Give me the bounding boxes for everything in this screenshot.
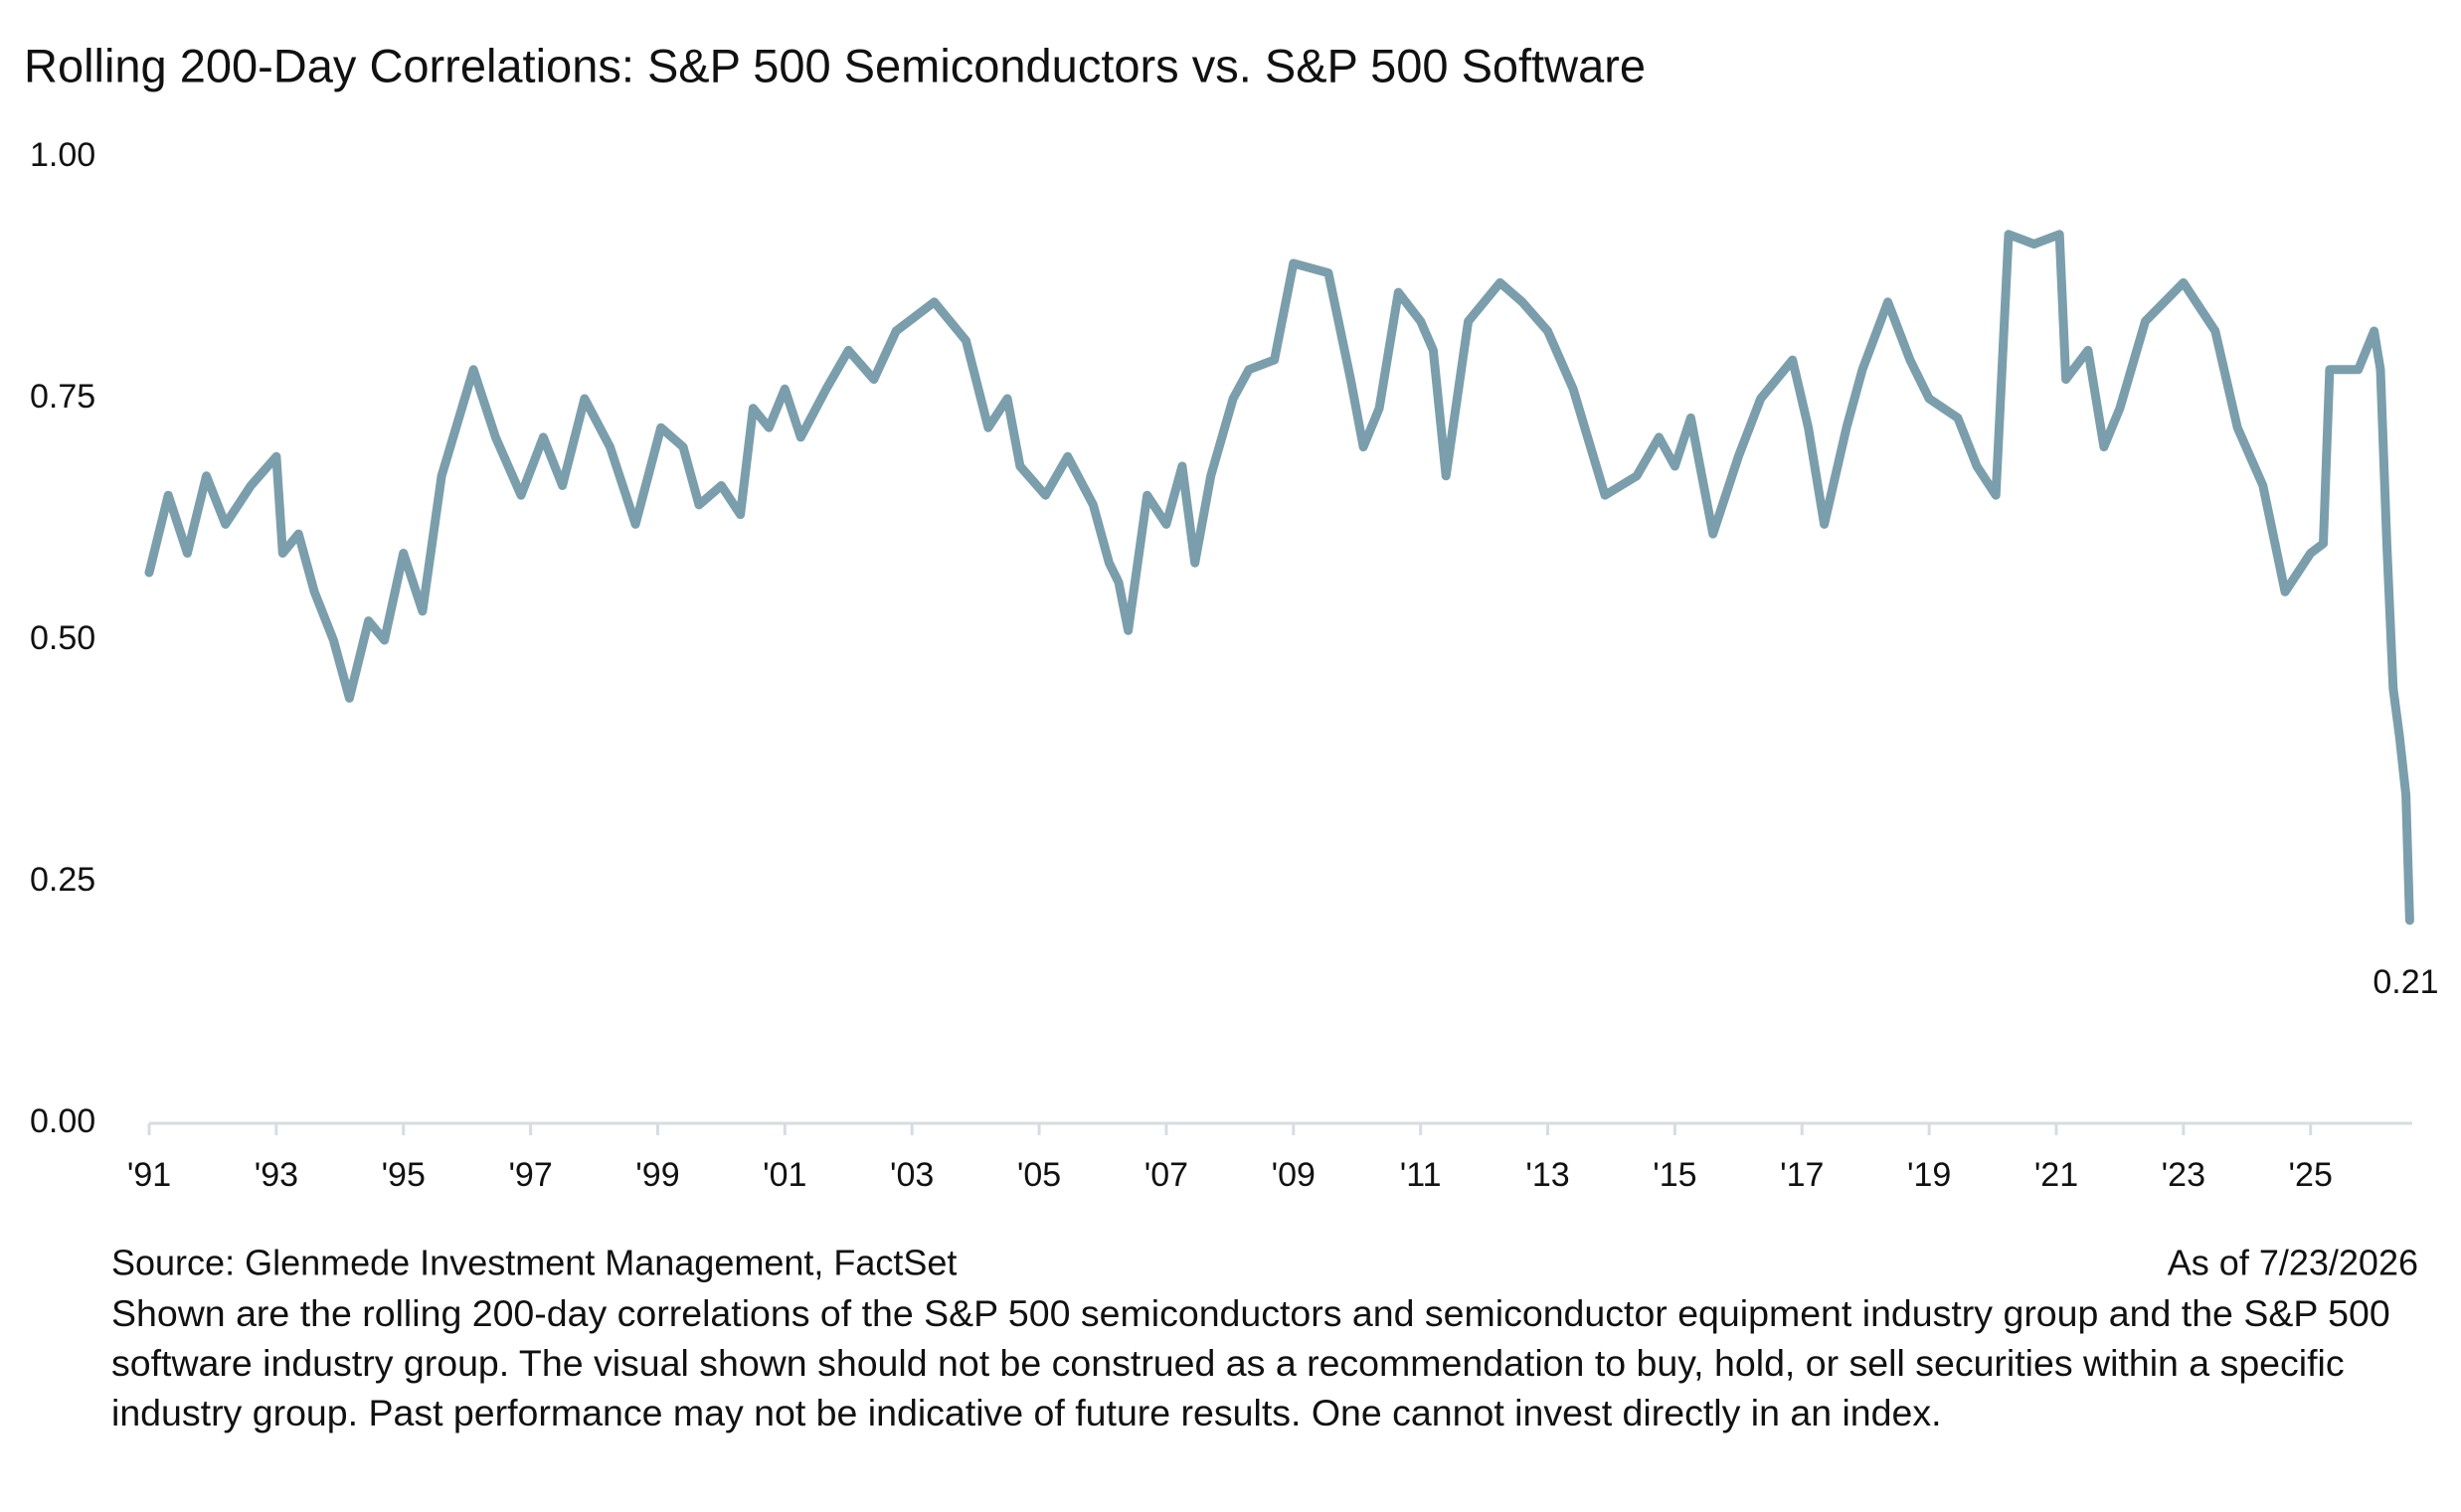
- y-tick-label: 1.00: [30, 136, 95, 174]
- date-note: As of 7/23/2026: [2168, 1243, 2418, 1282]
- x-tick-label: '25: [2289, 1156, 2333, 1194]
- x-tick-label: '97: [508, 1156, 552, 1194]
- note: Shown are the rolling 200-day correlatio…: [111, 1292, 2390, 1433]
- y-tick-label: 0.75: [30, 378, 95, 416]
- x-tick-label: '07: [1144, 1156, 1188, 1194]
- x-tick-label: '15: [1653, 1156, 1696, 1194]
- x-tick-label: '23: [2162, 1156, 2205, 1194]
- x-tick-label: '05: [1017, 1156, 1061, 1194]
- x-tick-label: '11: [1400, 1156, 1442, 1194]
- chart: Rolling 200-Day Correlations: S&P 500 Se…: [24, 39, 2439, 1282]
- x-tick-label: '21: [2034, 1156, 2078, 1194]
- x-tick-label: '03: [890, 1156, 934, 1194]
- chart-title: Rolling 200-Day Correlations: S&P 500 Se…: [24, 39, 1646, 91]
- x-tick-label: '91: [127, 1156, 171, 1194]
- end-value-label: 0.21: [2373, 963, 2438, 1001]
- x-tick-label: '09: [1272, 1156, 1316, 1194]
- x-tick-label: '01: [763, 1156, 806, 1194]
- x-tick-label: '19: [1907, 1156, 1951, 1194]
- y-tick-label: 0.25: [30, 861, 95, 899]
- y-tick-label: 0.50: [30, 619, 95, 657]
- x-tick-label: '99: [635, 1156, 679, 1194]
- x-tick-label: '13: [1525, 1156, 1569, 1194]
- series-line: [144, 230, 2414, 925]
- x-tick-label: '93: [255, 1156, 298, 1194]
- y-tick-label: 0.00: [30, 1102, 95, 1140]
- x-tick-label: '95: [382, 1156, 426, 1194]
- x-tick-label: '17: [1780, 1156, 1824, 1194]
- source: Source: Glenmede Investment Management, …: [111, 1243, 957, 1282]
